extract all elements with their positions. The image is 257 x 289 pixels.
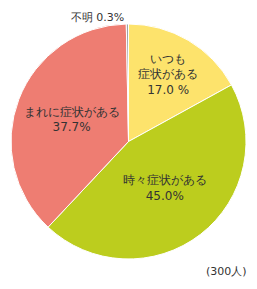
svg-text:時々症状がある45.0%: 時々症状がある45.0%: [123, 173, 207, 203]
svg-text:(300人): (300人): [206, 265, 247, 278]
svg-text:まれに症状がある37.7%: まれに症状がある37.7%: [24, 105, 120, 135]
svg-text:いつも症状がある17.0 %: いつも症状がある17.0 %: [138, 52, 198, 97]
svg-text:不明 0.3%: 不明 0.3%: [71, 11, 124, 24]
